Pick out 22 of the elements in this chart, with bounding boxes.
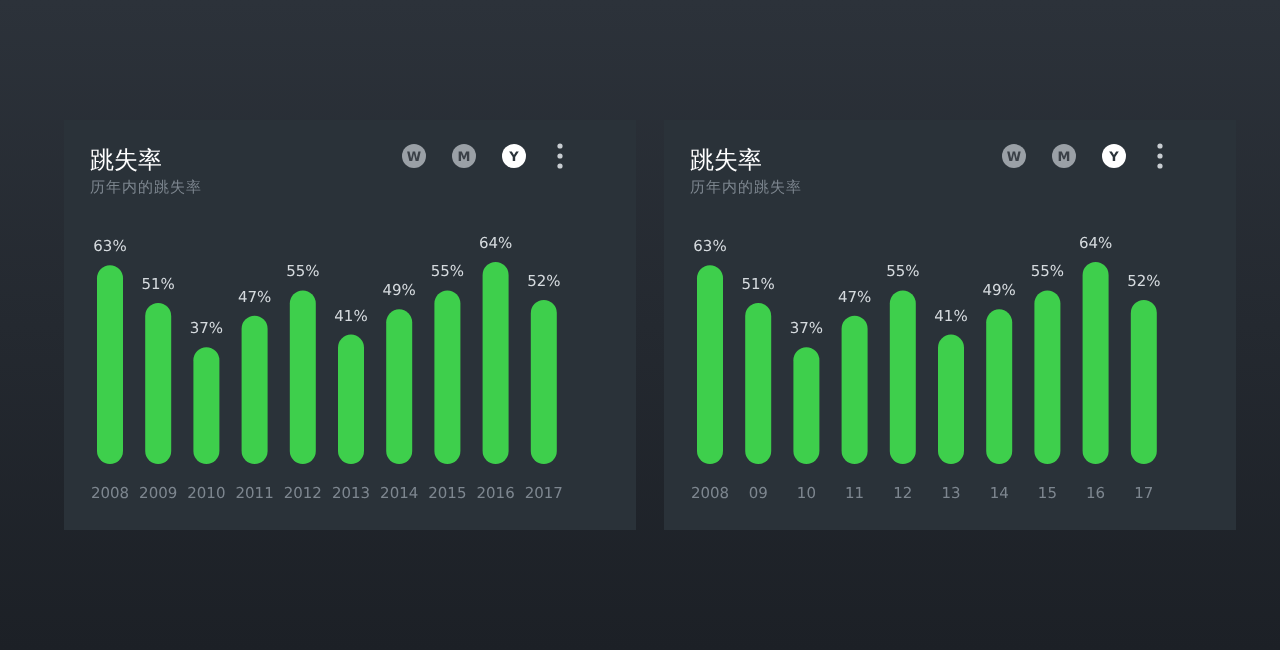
bar [241, 315, 268, 464]
bar [289, 290, 316, 464]
bar [193, 347, 220, 464]
bar [1130, 299, 1157, 464]
bar [530, 299, 557, 464]
bar [938, 334, 964, 464]
bar [338, 334, 364, 464]
chart-title: 跳失率 [690, 146, 762, 174]
bar [1034, 290, 1061, 464]
chart-title: 跳失率 [90, 146, 162, 174]
bar [482, 262, 509, 464]
bar [145, 303, 172, 464]
bar [386, 309, 413, 464]
bar [434, 290, 461, 464]
bar [1082, 262, 1109, 464]
bar [97, 265, 123, 464]
bar [697, 265, 723, 464]
bar [841, 315, 868, 464]
bar [793, 347, 820, 464]
bar [986, 309, 1013, 464]
bar [745, 303, 772, 464]
bar [889, 290, 916, 464]
